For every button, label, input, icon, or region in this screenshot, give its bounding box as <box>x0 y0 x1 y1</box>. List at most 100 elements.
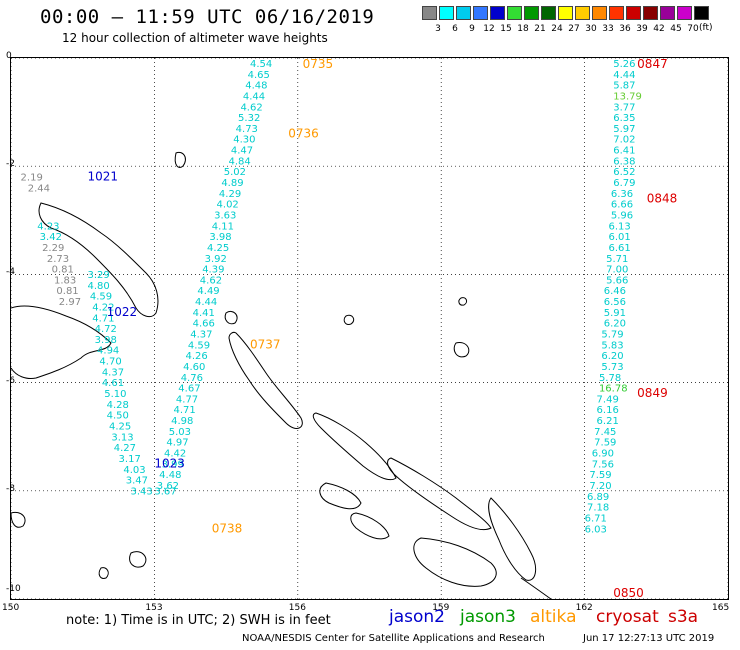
time-label: 0847 <box>637 58 668 71</box>
credit-text: NOAA/NESDIS Center for Satellite Applica… <box>242 633 545 644</box>
swh-value: 4.37 <box>102 367 124 378</box>
swh-value: 4.47 <box>231 146 253 157</box>
scale-unit: (ft) <box>699 23 713 33</box>
swh-value: 6.20 <box>601 351 623 362</box>
swh-value: 4.02 <box>217 200 239 211</box>
scale-label: 30 <box>585 24 597 34</box>
swh-value: 4.22 <box>92 302 114 313</box>
scale-label: 3 <box>435 24 441 34</box>
lat-label: -4 <box>6 267 15 278</box>
swh-value: 6.46 <box>604 286 626 297</box>
map-canvas: 4.544.654.484.444.625.324.734.304.474.84… <box>10 57 729 614</box>
swh-value: 4.30 <box>233 135 255 146</box>
swh-value: 4.77 <box>176 394 198 405</box>
swh-value: 4.11 <box>212 221 234 232</box>
lon-label: 156 <box>288 603 306 613</box>
swh-value: 6.38 <box>613 156 635 167</box>
lon-label: 159 <box>432 603 450 613</box>
coastline-new-ireland <box>38 202 159 318</box>
scale-label: 36 <box>619 24 631 34</box>
coastline-new-britain <box>10 305 112 379</box>
swh-value: 1.83 <box>54 275 76 286</box>
swh-value: 4.94 <box>97 346 119 357</box>
swh-value: 5.02 <box>224 167 246 178</box>
scale-label: 33 <box>602 24 614 34</box>
swh-value: 4.50 <box>107 411 129 422</box>
swh-value: 3.63 <box>214 210 236 221</box>
swh-value: 5.32 <box>238 113 260 124</box>
coastline-island-6 <box>129 551 147 568</box>
swh-value: 4.61 <box>102 378 124 389</box>
swh-value: 6.01 <box>609 232 631 243</box>
lon-label: 165 <box>712 603 730 613</box>
swh-value: 4.23 <box>37 221 59 232</box>
pressure-label: 1023 <box>154 456 185 470</box>
swh-value: 4.89 <box>221 178 243 189</box>
time-label: 0849 <box>637 386 668 400</box>
swh-value: 6.16 <box>597 405 619 416</box>
coastline-island-8 <box>98 567 109 579</box>
swh-value: 4.62 <box>200 275 222 286</box>
swh-value: 5.03 <box>169 427 191 438</box>
time-label: 0850 <box>613 586 644 599</box>
scale-swatch <box>694 6 709 20</box>
swh-value: 7.18 <box>587 503 609 514</box>
scale-label: 18 <box>517 24 529 34</box>
scale-swatch <box>609 6 624 20</box>
scale-label: 21 <box>534 24 546 34</box>
swh-value: 6.79 <box>613 178 635 189</box>
coastline-new-georgia-2 <box>350 512 390 540</box>
swh-value: 4.59 <box>90 292 112 303</box>
page-subtitle: 12 hour collection of altimeter wave hei… <box>62 31 328 45</box>
swh-value: 6.13 <box>609 221 631 232</box>
swh-value: 2.73 <box>47 254 69 265</box>
swh-value: 6.36 <box>611 189 633 200</box>
swh-value: 3.43 <box>131 486 153 497</box>
swh-value: 6.35 <box>613 113 635 124</box>
swh-value: 7.59 <box>589 470 611 481</box>
swh-value: 4.72 <box>95 324 117 335</box>
lon-label: 162 <box>575 603 593 613</box>
swh-value: 4.67 <box>178 384 200 395</box>
lat-label: 0 <box>6 51 12 61</box>
swh-value: 4.39 <box>202 265 224 276</box>
swh-value: 5.10 <box>104 389 126 400</box>
scale-swatch <box>456 6 471 20</box>
time-label: 0735 <box>303 58 334 71</box>
swh-value: 16.78 <box>599 384 628 395</box>
swh-value: 6.52 <box>613 167 635 178</box>
footer-note: note: 1) Time is in UTC; 2) SWH is in fe… <box>66 613 331 628</box>
swh-value: 7.02 <box>613 135 635 146</box>
swh-value: 4.49 <box>197 286 219 297</box>
swh-value: 6.21 <box>597 416 619 427</box>
swh-value: 4.03 <box>123 465 145 476</box>
lat-label: -8 <box>6 483 15 494</box>
swh-value: 3.62 <box>157 481 179 492</box>
coastline-bougainville <box>228 331 303 429</box>
scale-label: 39 <box>636 24 648 34</box>
swh-value: 6.41 <box>613 146 635 157</box>
swh-value: 3.29 <box>87 270 109 281</box>
swh-value: 3.77 <box>613 102 635 113</box>
page-title: 00:00 — 11:59 UTC 06/16/2019 <box>40 6 375 28</box>
swh-value: 0.81 <box>52 265 74 276</box>
swh-value: 4.65 <box>248 70 270 81</box>
swh-value: 4.71 <box>174 405 196 416</box>
swh-value: 3.17 <box>119 454 141 465</box>
swh-value: 3.13 <box>111 432 133 443</box>
swh-value: 4.76 <box>181 373 203 384</box>
swh-value: 3.67 <box>154 486 176 497</box>
swh-value: 6.89 <box>587 492 609 503</box>
coastline-santa-isabel <box>387 457 492 531</box>
swh-value: 5.91 <box>604 308 626 319</box>
lat-label: -6 <box>6 375 15 386</box>
swh-value: 4.28 <box>107 400 129 411</box>
swh-value: 5.87 <box>613 81 635 92</box>
swh-value: 7.56 <box>592 459 614 470</box>
lat-label: -10 <box>6 584 21 594</box>
swh-value: 2.97 <box>59 297 81 308</box>
swh-value: 5.78 <box>599 373 621 384</box>
swh-value: 6.90 <box>592 449 614 460</box>
coastline-island-3 <box>343 314 355 325</box>
scale-label: 12 <box>483 24 495 34</box>
